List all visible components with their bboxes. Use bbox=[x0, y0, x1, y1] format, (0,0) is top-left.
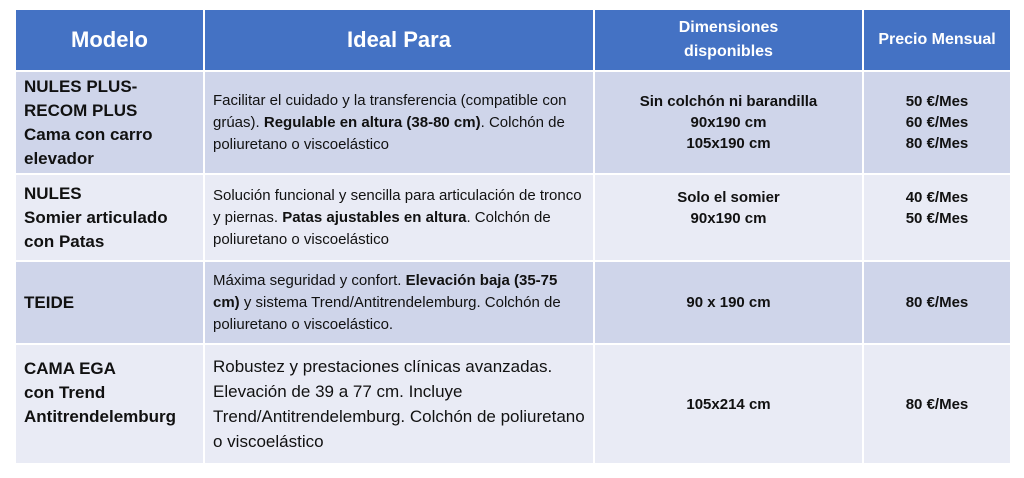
desc-text: Facilitar el cuidado y la transferencia … bbox=[213, 91, 567, 131]
header-ideal-para: Ideal Para bbox=[203, 8, 595, 72]
price: 80 €/Mes bbox=[905, 294, 969, 311]
description-cell: Máxima seguridad y confort. Elevación ba… bbox=[203, 260, 595, 345]
description-cell: Solución funcional y sencilla para artic… bbox=[203, 173, 595, 262]
desc-highlight: Regulable en altura (38-80 cm) bbox=[263, 113, 481, 131]
dimension: Solo el somier bbox=[677, 189, 780, 206]
desc-highlight: Patas ajustables en altura bbox=[282, 208, 467, 226]
description-cell: Robustez y prestaciones clínicas avanzad… bbox=[203, 343, 595, 465]
product-table: Modelo Ideal Para Dimensiones disponible… bbox=[14, 8, 1012, 465]
model-name: CAMA EGA bbox=[24, 359, 116, 378]
dimension: 90x190 cm bbox=[690, 210, 767, 227]
description-cell: Facilitar el cuidado y la transferencia … bbox=[203, 70, 595, 175]
model-cell: TEIDE bbox=[14, 260, 205, 345]
dimensions-cell: 90 x 190 cm bbox=[593, 260, 864, 345]
model-cell: NULES Somier articulado con Patas bbox=[14, 173, 205, 262]
dimension: 105x190 cm bbox=[686, 135, 771, 152]
table-row: NULES Somier articulado con Patas Soluci… bbox=[14, 173, 1012, 262]
dimensions-cell: 105x214 cm bbox=[593, 343, 864, 465]
desc-highlight: Elevación baja (35-75 cm) bbox=[213, 271, 558, 311]
desc-text: Máxima seguridad y confort. bbox=[213, 271, 406, 289]
dimensions-cell: Sin colchón ni barandilla 90x190 cm 105x… bbox=[593, 70, 864, 175]
model-name: TEIDE bbox=[24, 292, 75, 312]
table-row: CAMA EGA con Trend Antitrendelemburg Rob… bbox=[14, 343, 1012, 465]
price: 80 €/Mes bbox=[905, 395, 969, 413]
header-precio: Precio Mensual bbox=[862, 8, 1012, 72]
model-name: NULES bbox=[24, 183, 82, 203]
price: 50 €/Mes bbox=[905, 93, 969, 110]
dimension: 105x214 cm bbox=[686, 395, 771, 413]
model-subtitle: Somier articulado con Patas bbox=[24, 207, 168, 251]
model-name: NULES PLUS-RECOM PLUS bbox=[24, 76, 138, 120]
price: 50 €/Mes bbox=[905, 210, 969, 227]
desc-text: y sistema Trend/Antitrendelemburg. Colch… bbox=[213, 293, 561, 333]
header-modelo: Modelo bbox=[14, 8, 205, 72]
header-row: Modelo Ideal Para Dimensiones disponible… bbox=[14, 8, 1012, 72]
header-dimensiones: Dimensiones disponibles bbox=[593, 8, 864, 72]
dimensions-cell: Solo el somier 90x190 cm bbox=[593, 173, 864, 262]
dimension: 90 x 190 cm bbox=[686, 294, 771, 311]
model-cell: NULES PLUS-RECOM PLUS Cama con carro ele… bbox=[14, 70, 205, 175]
desc-text: . Colchón de poliuretano o viscoelástico bbox=[213, 113, 565, 153]
model-subtitle: Cama con carro elevador bbox=[24, 124, 153, 168]
price-cell: 80 €/Mes bbox=[862, 260, 1012, 345]
price: 80 €/Mes bbox=[905, 135, 969, 152]
price-cell: 50 €/Mes 60 €/Mes 80 €/Mes bbox=[862, 70, 1012, 175]
dimension: 90x190 cm bbox=[690, 114, 767, 131]
dimension: Sin colchón ni barandilla bbox=[639, 93, 818, 110]
price-cell: 80 €/Mes bbox=[862, 343, 1012, 465]
desc-text: Solución funcional y sencilla para artic… bbox=[213, 186, 582, 226]
price-cell: 40 €/Mes 50 €/Mes bbox=[862, 173, 1012, 262]
desc-text: Robustez y prestaciones clínicas avanzad… bbox=[213, 357, 585, 451]
model-cell: CAMA EGA con Trend Antitrendelemburg bbox=[14, 343, 205, 465]
price: 60 €/Mes bbox=[905, 114, 969, 131]
price: 40 €/Mes bbox=[905, 189, 969, 206]
model-subtitle: con Trend Antitrendelemburg bbox=[24, 383, 177, 426]
desc-text: . Colchón de poliuretano o viscoelástico bbox=[213, 208, 551, 248]
table-row: TEIDE Máxima seguridad y confort. Elevac… bbox=[14, 260, 1012, 345]
table-row: NULES PLUS-RECOM PLUS Cama con carro ele… bbox=[14, 70, 1012, 175]
